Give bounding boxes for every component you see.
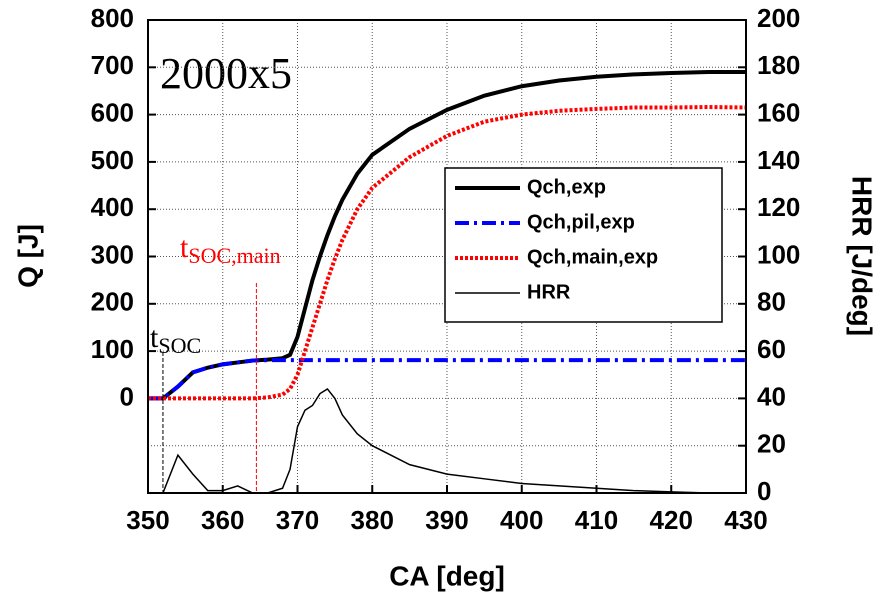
- series-line: [148, 387, 746, 494]
- legend-label: Qch,pil,exp: [527, 211, 635, 233]
- x-axis-label: CA [deg]: [389, 560, 505, 591]
- y-tick-label: 100: [91, 334, 134, 364]
- marker-text: t: [150, 321, 159, 354]
- legend-label: Qch,exp: [527, 176, 606, 198]
- series-line: [148, 105, 747, 401]
- y2-tick-label: 60: [757, 334, 786, 364]
- y2-tick-label: 120: [757, 192, 800, 222]
- x-tick-label: 400: [500, 505, 543, 535]
- y2-tick-label: 100: [757, 239, 800, 269]
- legend-label: HRR: [527, 281, 571, 303]
- y-tick-label: 400: [91, 192, 134, 222]
- y2-tick-label: 140: [757, 145, 800, 175]
- marker-subscript: SOC: [158, 333, 201, 358]
- x-tick-label: 370: [276, 505, 319, 535]
- y-tick-label: 300: [91, 239, 134, 269]
- annotation: 2000x5: [160, 49, 292, 98]
- x-tick-label: 390: [425, 505, 468, 535]
- x-tick-label: 380: [351, 505, 394, 535]
- y2-axis-label: HRR [J/deg]: [847, 176, 878, 336]
- legend-box: [444, 167, 723, 323]
- x-tick-label: 410: [575, 505, 618, 535]
- y-tick-label: 0: [120, 381, 134, 411]
- y2-tick-label: 20: [757, 429, 786, 459]
- marker-text: t: [180, 231, 189, 264]
- legend-label: Qch,main,exp: [527, 246, 658, 268]
- y-tick-label: 800: [91, 3, 134, 33]
- x-tick-label: 430: [724, 505, 767, 535]
- y2-tick-label: 0: [757, 476, 771, 506]
- x-tick-label: 420: [650, 505, 693, 535]
- y-tick-label: 500: [91, 145, 134, 175]
- x-tick-label: 360: [201, 505, 244, 535]
- y-tick-label: 700: [91, 50, 134, 80]
- series-line: [148, 358, 746, 401]
- y2-tick-label: 80: [757, 287, 786, 317]
- y-axis-label: Q [J]: [12, 224, 43, 288]
- y2-tick-label: 160: [757, 97, 800, 127]
- x-tick-label: 350: [126, 505, 169, 535]
- y2-tick-label: 180: [757, 50, 800, 80]
- marker-label: tSOC,main: [180, 231, 281, 268]
- marker-subscript: SOC,main: [188, 243, 280, 268]
- plot-frame: [147, 19, 747, 494]
- y2-tick-label: 200: [757, 3, 800, 33]
- y2-tick-label: 40: [757, 381, 786, 411]
- y-tick-label: 200: [91, 287, 134, 317]
- marker-label: tSOC: [150, 321, 201, 358]
- y-tick-label: 600: [91, 97, 134, 127]
